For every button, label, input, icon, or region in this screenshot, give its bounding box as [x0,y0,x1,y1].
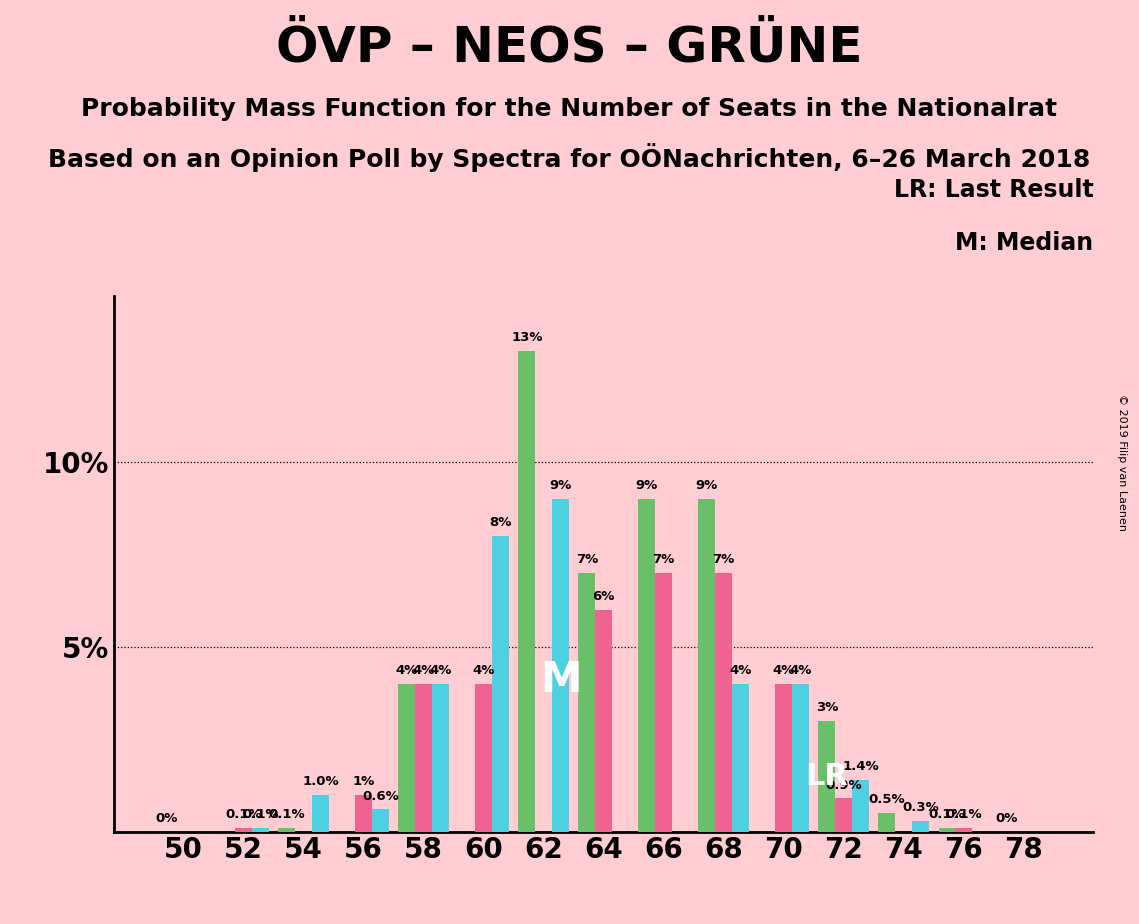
Text: 7%: 7% [653,553,674,566]
Text: 4%: 4% [789,664,812,677]
Bar [372,809,388,832]
Text: 1.4%: 1.4% [842,760,879,773]
Text: 0.3%: 0.3% [902,801,939,814]
Text: LR: Last Result: LR: Last Result [894,177,1093,201]
Bar [492,536,509,832]
Bar [639,499,655,832]
Text: 13%: 13% [511,332,542,345]
Bar [236,828,252,832]
Text: 0.6%: 0.6% [362,790,399,803]
Text: 4%: 4% [473,664,494,677]
Text: 7%: 7% [713,553,735,566]
Text: 4%: 4% [729,664,752,677]
Text: 9%: 9% [636,480,658,492]
Bar [518,351,535,832]
Text: ÖVP – NEOS – GRÜNE: ÖVP – NEOS – GRÜNE [277,23,862,71]
Bar [579,573,596,832]
Text: © 2019 Filip van Laenen: © 2019 Filip van Laenen [1117,394,1126,530]
Text: Probability Mass Function for the Number of Seats in the Nationalrat: Probability Mass Function for the Number… [81,97,1058,121]
Text: 9%: 9% [696,480,718,492]
Text: 0.9%: 0.9% [826,779,862,792]
Text: LR: LR [805,761,849,791]
Text: 0%: 0% [156,812,178,825]
Bar [278,828,295,832]
Bar [939,828,956,832]
Text: 0%: 0% [995,812,1018,825]
Bar [475,684,492,832]
Text: 1%: 1% [352,775,375,788]
Bar [312,795,329,832]
Bar [878,813,895,832]
Text: 6%: 6% [592,590,615,603]
Bar [715,573,732,832]
Text: 0.5%: 0.5% [869,794,906,807]
Text: 4%: 4% [429,664,452,677]
Bar [776,684,792,832]
Bar [792,684,809,832]
Text: 0.1%: 0.1% [226,808,262,821]
Text: 8%: 8% [490,517,511,529]
Text: Based on an Opinion Poll by Spectra for OÖNachrichten, 6–26 March 2018: Based on an Opinion Poll by Spectra for … [48,143,1091,172]
Text: 7%: 7% [575,553,598,566]
Bar [432,684,449,832]
Bar [252,828,269,832]
Bar [956,828,972,832]
Text: 0.1%: 0.1% [269,808,305,821]
Bar [912,821,929,832]
Text: 4%: 4% [412,664,435,677]
Bar [655,573,672,832]
Bar [596,610,612,832]
Text: 4%: 4% [395,664,418,677]
Bar [416,684,432,832]
Text: 3%: 3% [816,701,838,714]
Text: 0.1%: 0.1% [945,808,982,821]
Text: 1.0%: 1.0% [302,775,338,788]
Bar [399,684,416,832]
Bar [552,499,568,832]
Text: M: Median: M: Median [956,231,1093,255]
Text: 4%: 4% [772,664,795,677]
Bar [698,499,715,832]
Bar [819,721,835,832]
Bar [732,684,748,832]
Text: 9%: 9% [549,480,572,492]
Text: 0.1%: 0.1% [928,808,965,821]
Text: 0.1%: 0.1% [243,808,279,821]
Text: M: M [540,660,581,701]
Bar [835,798,852,832]
Bar [852,780,869,832]
Bar [355,795,372,832]
